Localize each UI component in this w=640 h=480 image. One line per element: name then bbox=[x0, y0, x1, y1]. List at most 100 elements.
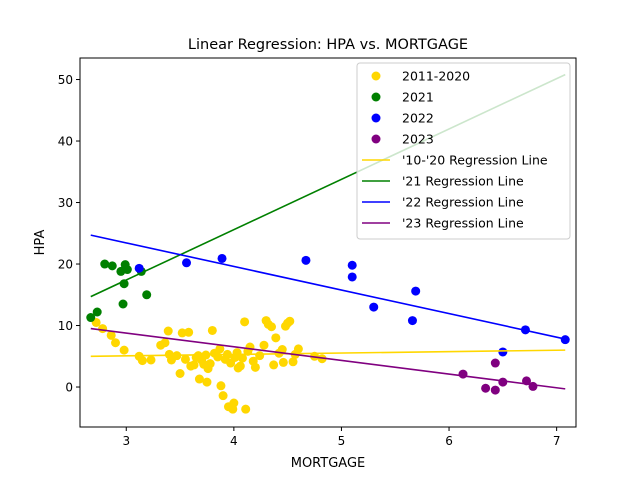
data-point bbox=[160, 338, 170, 348]
series-2021 bbox=[86, 259, 152, 323]
legend-marker bbox=[371, 71, 381, 81]
data-point bbox=[237, 353, 247, 363]
data-point bbox=[528, 381, 538, 391]
legend-entry: 2022 bbox=[371, 111, 434, 126]
data-point bbox=[407, 316, 417, 326]
data-point bbox=[259, 340, 269, 350]
data-point bbox=[215, 344, 225, 354]
data-point bbox=[146, 355, 156, 365]
data-point bbox=[119, 345, 129, 355]
x-tick-label: 6 bbox=[445, 434, 453, 448]
regression-line bbox=[90, 349, 566, 358]
data-point bbox=[218, 391, 228, 401]
data-point bbox=[255, 351, 265, 361]
data-point bbox=[202, 377, 212, 387]
data-point bbox=[216, 381, 226, 391]
x-axis: 3 4 5 6 7 bbox=[122, 427, 560, 448]
x-tick-label: 3 bbox=[122, 434, 130, 448]
data-point bbox=[278, 357, 288, 367]
legend: 2011-2020 2021 2022 2023 '10-'20 Regression … bbox=[356, 62, 571, 240]
data-point bbox=[142, 290, 152, 300]
data-point bbox=[163, 326, 173, 336]
x-axis-label: MORTGAGE bbox=[291, 456, 366, 471]
data-point bbox=[180, 354, 190, 364]
legend-label: 2022 bbox=[402, 111, 434, 126]
plot-area bbox=[86, 73, 570, 414]
plot-marks bbox=[86, 73, 570, 414]
series-2022 bbox=[134, 253, 570, 357]
y-tick-label: 20 bbox=[58, 258, 73, 272]
data-point bbox=[118, 299, 128, 309]
legend-marker bbox=[371, 92, 381, 102]
x-tick-label: 7 bbox=[553, 434, 561, 448]
data-point bbox=[175, 368, 185, 378]
data-point bbox=[240, 317, 250, 327]
data-point bbox=[277, 345, 287, 355]
data-point bbox=[205, 359, 215, 369]
data-point bbox=[293, 344, 303, 354]
data-point bbox=[134, 263, 144, 273]
legend-entry: 2021 bbox=[371, 90, 434, 105]
data-point bbox=[137, 356, 147, 366]
data-point bbox=[229, 398, 239, 408]
data-point bbox=[269, 360, 279, 370]
legend-entry: '10-'20 Regression Line bbox=[362, 153, 548, 168]
y-axis: 0 10 20 30 40 50 bbox=[58, 73, 80, 395]
y-tick-label: 50 bbox=[58, 73, 73, 87]
legend-label: 2021 bbox=[402, 90, 434, 105]
regression-line bbox=[90, 327, 566, 390]
data-point bbox=[122, 265, 132, 275]
data-point bbox=[250, 362, 260, 372]
axes-frame bbox=[79, 57, 577, 428]
data-point bbox=[86, 313, 96, 323]
legend-label: 2011-2020 bbox=[402, 69, 470, 84]
x-tick-label: 4 bbox=[230, 434, 238, 448]
data-point bbox=[481, 383, 491, 393]
data-point bbox=[560, 335, 570, 345]
data-point bbox=[111, 338, 121, 348]
legend-entry: '23 Regression Line bbox=[362, 216, 524, 231]
data-point bbox=[285, 316, 295, 326]
data-point bbox=[217, 253, 227, 263]
legend-label: '21 Regression Line bbox=[402, 174, 524, 189]
data-point bbox=[288, 357, 298, 367]
data-point bbox=[98, 324, 108, 334]
x-tick-label: 5 bbox=[338, 434, 346, 448]
y-tick-label: 10 bbox=[58, 319, 73, 333]
data-point bbox=[182, 258, 192, 268]
data-point bbox=[92, 307, 102, 317]
data-point bbox=[301, 255, 311, 265]
data-point bbox=[189, 360, 199, 370]
data-point bbox=[458, 369, 468, 379]
legend-marker bbox=[371, 134, 381, 144]
data-point bbox=[177, 328, 187, 338]
chart-title: Linear Regression: HPA vs. MORTGAGE bbox=[188, 37, 468, 53]
data-point bbox=[490, 385, 500, 395]
legend-label: '10-'20 Regression Line bbox=[402, 153, 548, 168]
data-point bbox=[106, 330, 116, 340]
legend-label: '23 Regression Line bbox=[402, 216, 524, 231]
data-point bbox=[271, 333, 281, 343]
data-point bbox=[369, 302, 379, 312]
data-point bbox=[347, 272, 357, 282]
data-point bbox=[194, 374, 204, 384]
data-point bbox=[100, 259, 110, 269]
data-point bbox=[245, 342, 255, 352]
y-tick-label: 0 bbox=[65, 381, 73, 395]
data-point bbox=[347, 260, 357, 270]
data-point bbox=[235, 361, 245, 371]
legend-box bbox=[356, 62, 571, 240]
legend-entry: '21 Regression Line bbox=[362, 174, 524, 189]
legend-entry: 2011-2020 bbox=[371, 69, 470, 84]
legend-entry: '22 Regression Line bbox=[362, 195, 524, 210]
data-point bbox=[490, 358, 500, 368]
data-point bbox=[241, 404, 251, 414]
legend-entry: 2023 bbox=[371, 132, 434, 147]
legend-marker bbox=[371, 113, 381, 123]
y-axis-label: HPA bbox=[33, 230, 48, 256]
y-tick-label: 40 bbox=[58, 135, 73, 149]
regression-line bbox=[90, 234, 566, 340]
legend-label: '22 Regression Line bbox=[402, 195, 524, 210]
data-point bbox=[207, 325, 217, 335]
